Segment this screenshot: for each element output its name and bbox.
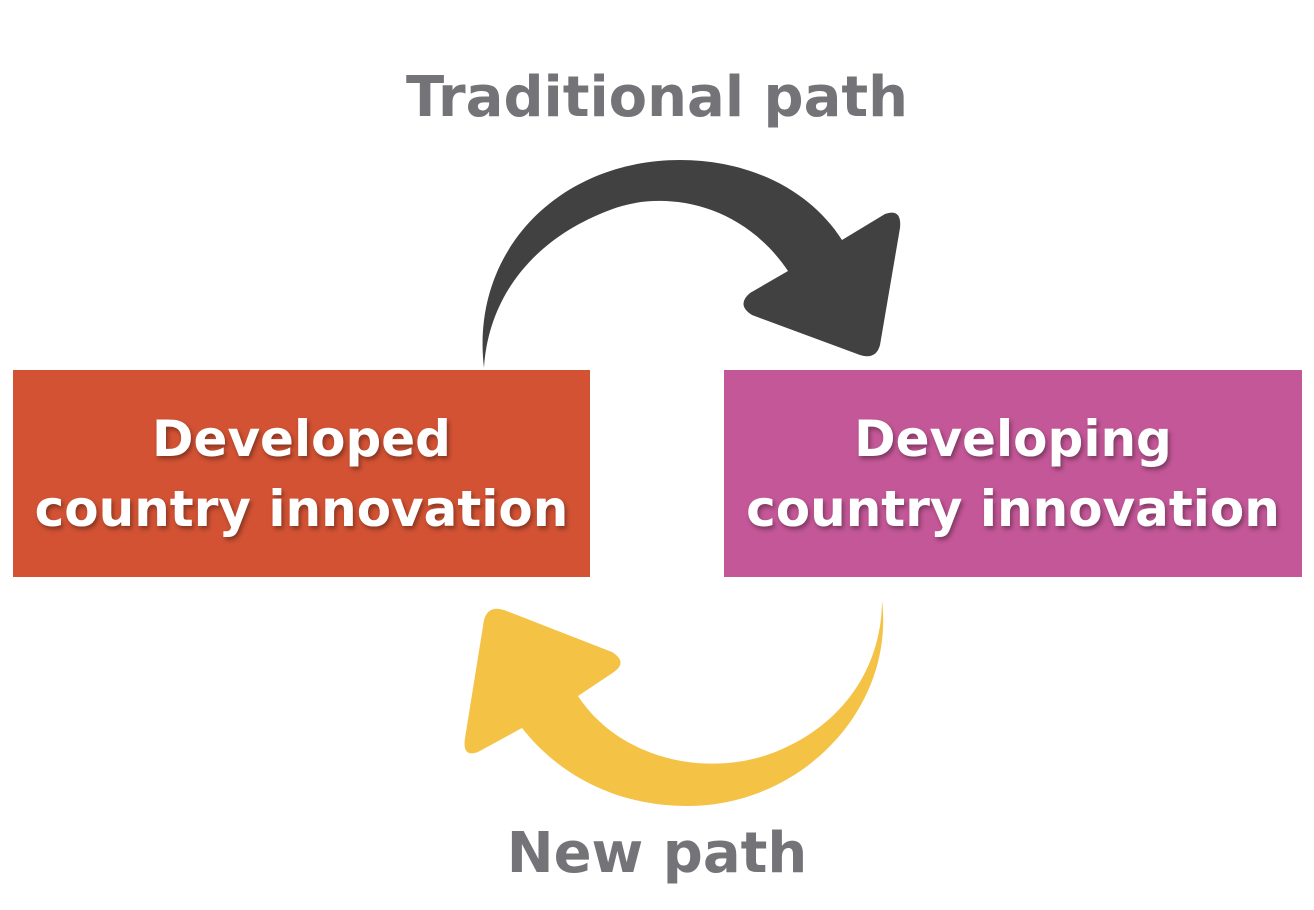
developed-country-innovation-box: Developed country innovation [13,370,590,577]
new-path-label: New path [506,821,808,886]
traditional-path-arrow [482,160,901,368]
new-path-arrow [464,600,884,806]
developed-box-line1: Developed [152,409,451,468]
traditional-path-label: Traditional path [405,65,909,130]
developing-country-innovation-box: Developing country innovation [724,370,1302,577]
developing-box-line2: country innovation [746,479,1280,538]
developing-box-line1: Developing [854,409,1172,468]
developed-box-line2: country innovation [34,479,569,538]
